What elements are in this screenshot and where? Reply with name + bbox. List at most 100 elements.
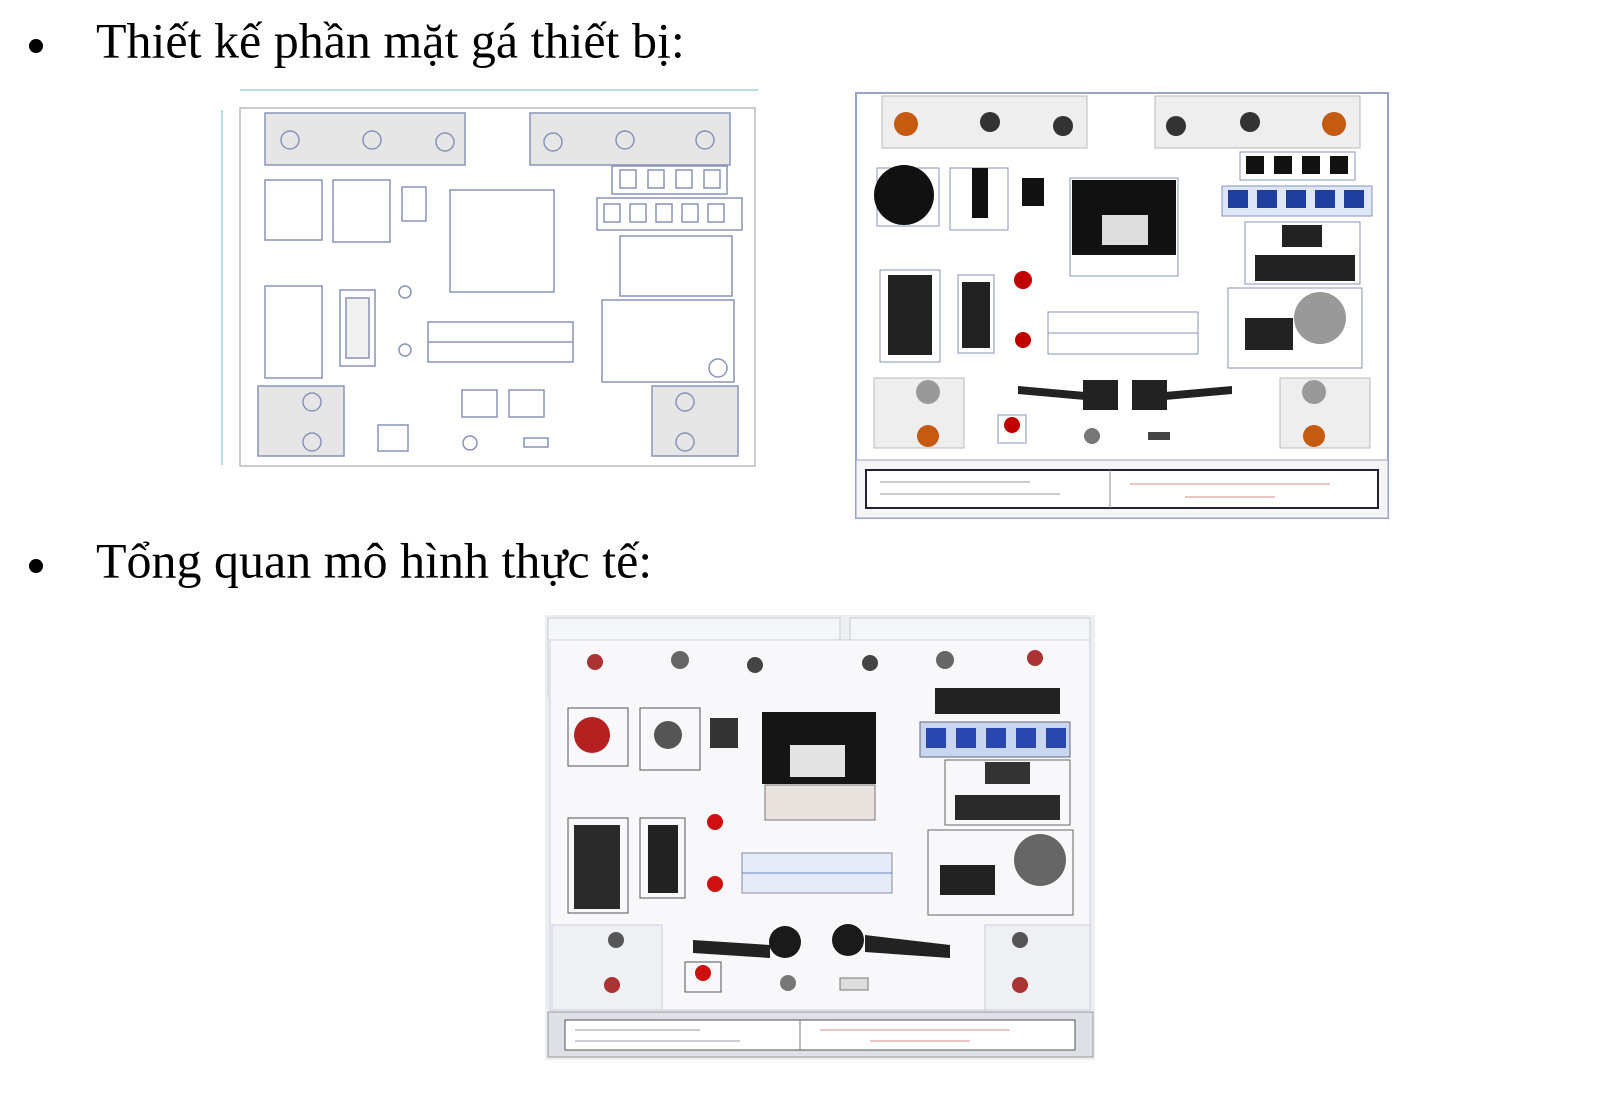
panel-knob — [1014, 271, 1032, 289]
panel-shape — [997, 414, 1027, 444]
model-photo — [545, 615, 1095, 1060]
panel-shape — [879, 269, 941, 363]
panel-knob — [1303, 425, 1325, 447]
panel-knob — [1302, 380, 1326, 404]
panel-shape — [619, 235, 733, 297]
panel-shape — [1255, 255, 1355, 281]
panel-knob — [695, 965, 711, 981]
panel-knob — [916, 380, 940, 404]
panel-shape — [1330, 156, 1348, 174]
panel-lever — [1165, 386, 1232, 400]
panel-shape — [1227, 287, 1363, 369]
panel-shape — [944, 759, 1071, 826]
panel-lever — [865, 935, 950, 958]
panel-shape — [985, 762, 1030, 784]
panel-shape — [984, 924, 1091, 1011]
panel-shape — [345, 297, 370, 359]
panel-shape — [401, 186, 427, 222]
panel-knob — [1053, 116, 1073, 136]
panel-knob — [615, 130, 635, 150]
panel-knob — [980, 112, 1000, 132]
panel-knob — [1240, 112, 1260, 132]
panel-shape — [377, 424, 409, 452]
panel-shape — [1282, 225, 1322, 247]
panel-shape — [710, 718, 738, 748]
panel-shape — [707, 203, 725, 223]
panel-shape — [1286, 190, 1306, 208]
panel-shape — [564, 1019, 1076, 1051]
panel-shape — [651, 385, 739, 457]
panel-shape — [703, 169, 721, 189]
panel-shape — [596, 197, 743, 231]
panel-shape — [1148, 432, 1170, 440]
panel-shape — [1083, 380, 1118, 410]
panel-shape — [790, 745, 845, 777]
panel-knob — [862, 655, 878, 671]
panel-shape — [257, 385, 345, 457]
panel-shape — [508, 389, 545, 418]
bullet-dot — [29, 559, 43, 573]
panel-knob — [398, 343, 412, 357]
panel-knob — [917, 425, 939, 447]
panel-shape — [629, 203, 647, 223]
panel-shape — [601, 299, 735, 383]
panel-shape — [523, 437, 549, 448]
panel-shape — [264, 285, 323, 379]
panel-shape — [888, 275, 932, 355]
panel-shape — [1102, 215, 1148, 245]
design-drawing — [221, 89, 758, 467]
panel-shape — [339, 289, 376, 367]
panel-shape — [957, 274, 995, 354]
panel-shape — [529, 112, 731, 166]
panel-shape — [972, 168, 988, 218]
panel-shape — [461, 389, 498, 418]
panel-shape — [926, 728, 946, 748]
panel-knob — [302, 432, 322, 452]
design-render — [855, 92, 1389, 519]
panel-knob — [1015, 332, 1031, 348]
panel-knob — [1004, 417, 1020, 433]
panel-shape — [619, 169, 637, 189]
panel-knob — [780, 975, 796, 991]
panel-shape — [574, 825, 620, 909]
panel-knob — [1014, 834, 1066, 886]
panel-knob — [1027, 650, 1043, 666]
panel-shape — [332, 179, 391, 243]
panel-knob — [675, 432, 695, 452]
panel-shape — [986, 728, 1006, 748]
panel-knob — [936, 651, 954, 669]
panel-knob — [608, 932, 624, 948]
panel-shape — [955, 795, 1060, 820]
panel-knob — [1012, 932, 1028, 948]
panel-knob — [832, 924, 864, 956]
panel-knob — [398, 285, 412, 299]
panel-knob — [280, 130, 300, 150]
panel-shape — [956, 728, 976, 748]
panel-shape — [639, 817, 686, 899]
panel-shape — [1257, 190, 1277, 208]
panel-knob — [1322, 112, 1346, 136]
panel-shape — [1246, 156, 1264, 174]
panel-knob — [675, 392, 695, 412]
panel-shape — [684, 961, 722, 993]
panel-shape — [1244, 221, 1361, 285]
panel-knob — [1294, 292, 1346, 344]
panel-knob — [1012, 977, 1028, 993]
panel-shape — [1228, 190, 1248, 208]
panel-knob — [654, 721, 682, 749]
panel-shape — [567, 817, 629, 914]
panel-shape — [639, 707, 701, 771]
panel-knob — [747, 657, 763, 673]
panel-shape — [1022, 178, 1044, 206]
panel-shape — [551, 924, 663, 1011]
panel-shape — [1245, 318, 1293, 350]
panel-shape — [927, 829, 1074, 916]
panel-shape — [1274, 156, 1292, 174]
bullet-text: Thiết kế phần mặt gá thiết bị: — [96, 12, 685, 68]
bullet-dot — [29, 39, 43, 53]
panel-knob — [574, 717, 610, 753]
panel-shape — [567, 707, 629, 767]
panel-shape — [935, 688, 1060, 714]
panel-knob — [462, 435, 478, 451]
